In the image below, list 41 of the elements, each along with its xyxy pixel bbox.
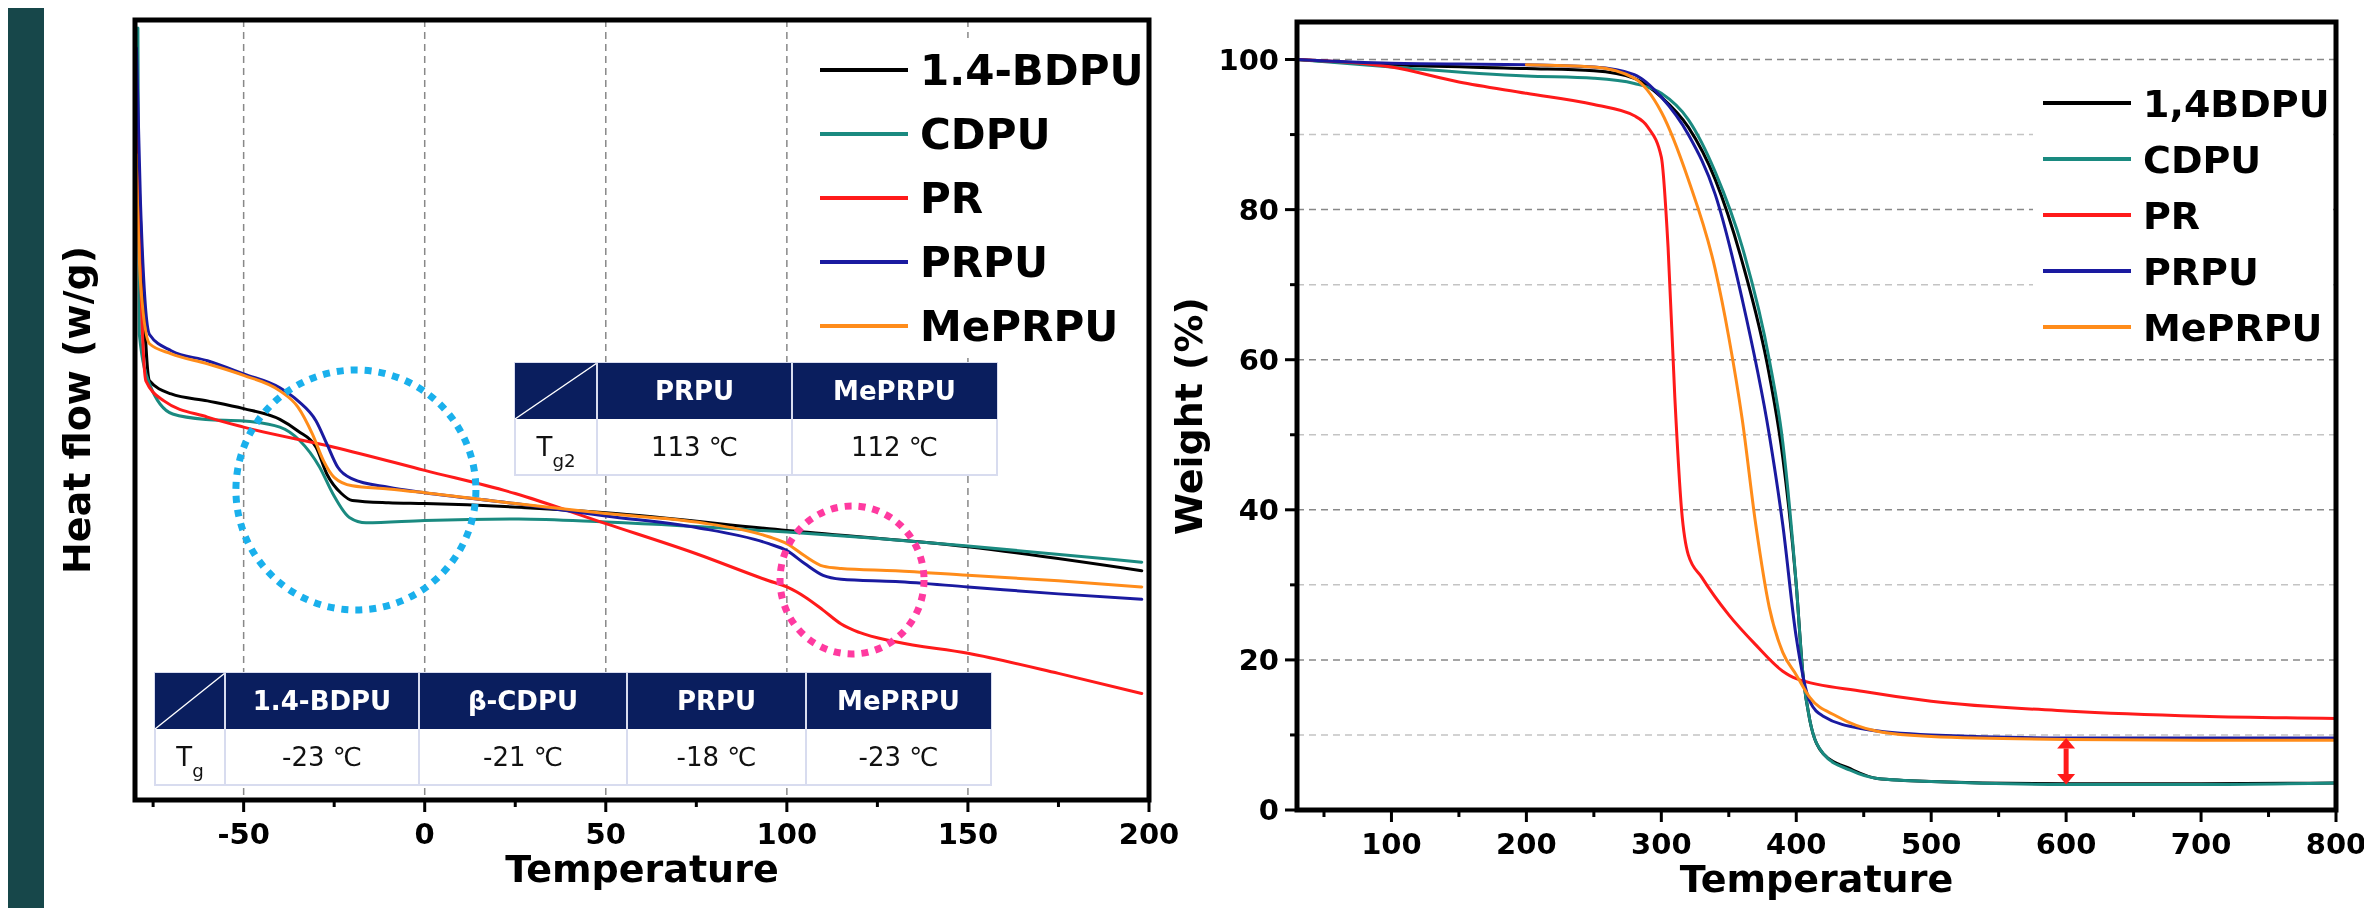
y-tick-label: 40 <box>1238 492 1279 527</box>
y-axis-title: Weight (%) <box>1167 297 1211 535</box>
annotation: PRPU <box>676 686 757 716</box>
x-tick-label: 150 <box>937 817 999 851</box>
legend-label: CDPU <box>2143 137 2262 182</box>
y-axis-title: Heat flow (w/g) <box>55 245 99 575</box>
x-tick-label: 200 <box>1118 817 1180 851</box>
annotation: -18 ℃ <box>676 742 757 772</box>
annotation: MePRPU <box>833 376 956 406</box>
annotation: T$_{g}$ <box>175 742 204 781</box>
annotation: 1.4-BDPU <box>252 686 392 716</box>
annotation: PRPU <box>654 376 735 406</box>
legend-label: MePRPU <box>920 302 1119 352</box>
annotation: T$_{g2}$ <box>535 432 576 471</box>
x-tick-label: 200 <box>1496 827 1557 861</box>
annotation: -23 ℃ <box>858 742 939 772</box>
annotation: 112 ℃ <box>850 432 939 462</box>
x-tick-label: 100 <box>1361 827 1422 861</box>
legend-label: PR <box>2143 193 2201 238</box>
x-tick-label: 0 <box>414 817 435 851</box>
annotation: -23 ℃ <box>282 742 362 772</box>
annotation: β-CDPU <box>467 686 579 716</box>
y-tick-label: 100 <box>1218 42 1279 77</box>
y-tick-label: 80 <box>1238 192 1279 227</box>
x-tick-label: 700 <box>2170 827 2232 861</box>
legend-label: MePRPU <box>2143 305 2323 350</box>
legend-label: CDPU <box>920 110 1051 160</box>
annotation: MePRPU <box>837 686 960 716</box>
y-tick-label: 0 <box>1258 793 1279 827</box>
legend-label: PR <box>920 174 984 224</box>
annotation: 113 ℃ <box>650 432 739 462</box>
x-tick-label: 600 <box>2035 827 2097 861</box>
y-tick-label: 20 <box>1238 642 1279 677</box>
legend-label: PRPU <box>920 238 1049 288</box>
legend-label: 1,4BDPU <box>2143 81 2330 126</box>
x-tick-label: -50 <box>217 817 270 851</box>
y-tick-label: 60 <box>1238 342 1279 377</box>
x-tick-label: 800 <box>2305 827 2367 861</box>
annotation: -21 ℃ <box>483 742 563 772</box>
legend-label: 1.4-BDPU <box>920 46 1144 96</box>
legend-label: PRPU <box>2143 249 2259 294</box>
